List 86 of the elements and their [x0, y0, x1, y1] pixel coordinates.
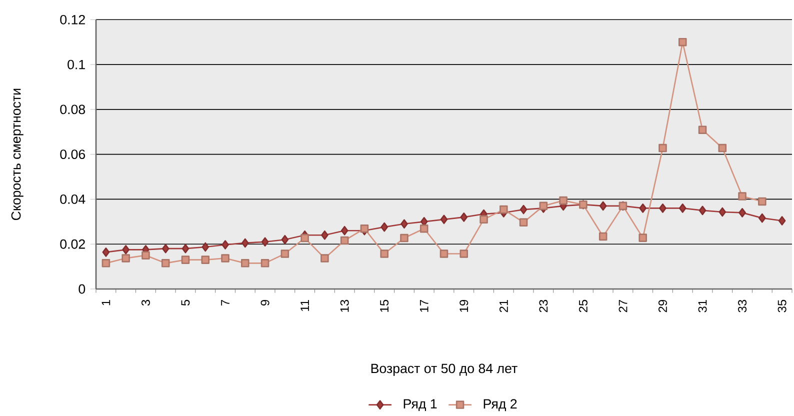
point [281, 235, 289, 244]
point [658, 144, 667, 152]
point [261, 237, 269, 247]
point [440, 250, 448, 258]
point [241, 238, 249, 248]
point [241, 259, 250, 268]
point [659, 204, 666, 213]
point [758, 197, 766, 206]
x-tick-label: 11 [300, 300, 309, 312]
x-tick-label: 33 [738, 300, 747, 312]
point [182, 244, 190, 254]
point [520, 204, 528, 214]
y-tick-label: 0.1 [68, 60, 85, 70]
point [400, 219, 408, 229]
point [480, 215, 488, 224]
point [320, 254, 329, 262]
y-tick-label: 0.02 [60, 239, 85, 249]
point [201, 256, 210, 264]
point [102, 259, 110, 268]
point [460, 250, 468, 258]
x-tick-label: 15 [380, 300, 389, 312]
point [778, 216, 786, 226]
point [222, 240, 229, 250]
point [400, 234, 408, 242]
point [360, 224, 369, 233]
x-tick-label: 17 [420, 300, 428, 312]
point [539, 202, 548, 210]
point [639, 204, 647, 213]
point [678, 204, 686, 213]
point [340, 226, 348, 236]
point [221, 254, 230, 262]
x-tick-label: 27 [618, 300, 628, 312]
x-tick-label: 35 [778, 300, 786, 312]
point [161, 259, 170, 268]
x-tick-label: 9 [260, 300, 270, 306]
point [738, 192, 746, 201]
point [280, 250, 290, 258]
y-tick-label: 0 [78, 284, 86, 294]
point [718, 207, 726, 217]
point [380, 250, 388, 258]
x-tick-label: 13 [340, 300, 349, 312]
point [202, 242, 210, 252]
point [300, 234, 309, 242]
point [598, 232, 608, 241]
point [460, 212, 468, 222]
y-tick-label: 0.08 [60, 104, 86, 114]
point [162, 244, 170, 254]
x-tick-label: 5 [181, 300, 190, 306]
point [599, 201, 607, 211]
point [718, 144, 727, 152]
x-tick-label: 31 [698, 300, 707, 312]
point [738, 208, 746, 218]
legend-label: Ряд 1 [404, 399, 437, 412]
point [420, 224, 428, 233]
x-tick-label: 21 [499, 300, 508, 312]
x-tick-label: 1 [102, 300, 110, 306]
legend-label: Ряд 2 [484, 399, 517, 412]
point [122, 254, 130, 262]
point [500, 206, 508, 214]
point [122, 245, 130, 254]
point [321, 230, 328, 240]
point [440, 214, 448, 224]
point [678, 38, 687, 46]
point [102, 248, 110, 257]
y-tick-label: 0.04 [60, 194, 86, 204]
point [340, 236, 349, 245]
x-tick-label: 23 [539, 300, 548, 312]
x-axis-title: Возраст от 50 до 84 лет [371, 364, 518, 376]
x-tick-label: 25 [578, 300, 588, 312]
x-tick-label: 7 [221, 300, 230, 306]
point [698, 206, 706, 216]
x-tick-label: 3 [141, 300, 150, 306]
y-axis-title: Скорость смертности [11, 88, 24, 220]
y-tick-label: 0.06 [60, 150, 86, 160]
point [260, 259, 270, 268]
point [698, 126, 707, 134]
point [181, 256, 190, 264]
x-tick-label: 29 [658, 300, 667, 312]
point [142, 251, 150, 260]
point [380, 222, 388, 232]
point [758, 214, 766, 223]
point [519, 218, 528, 227]
x-tick-label: 19 [460, 300, 468, 312]
y-tick-label: 0.12 [60, 15, 85, 24]
point [638, 234, 647, 242]
point [559, 196, 568, 205]
